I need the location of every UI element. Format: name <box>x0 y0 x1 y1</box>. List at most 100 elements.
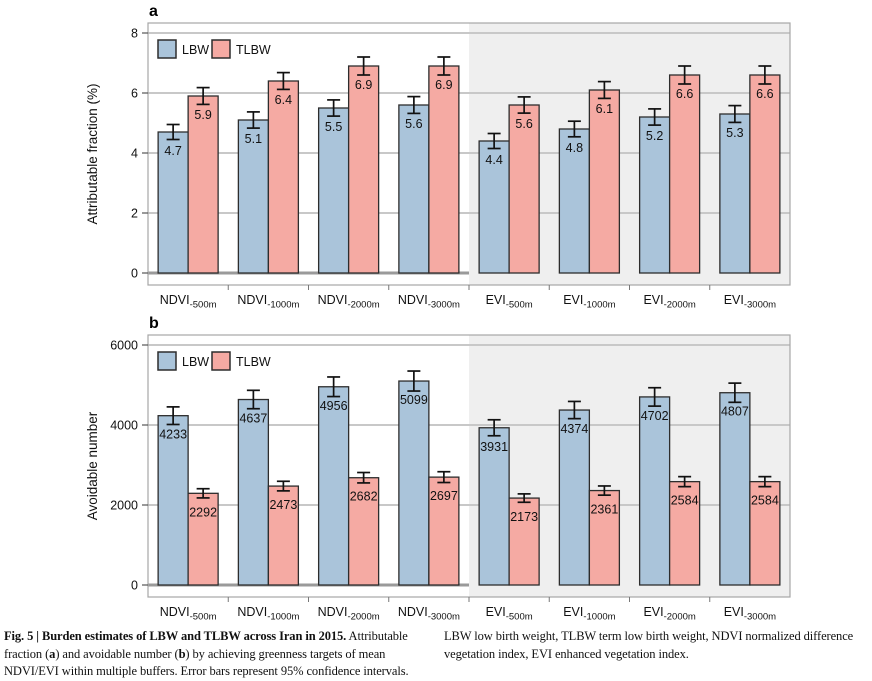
bar-value-label: 6.4 <box>275 93 292 107</box>
y-axis-tick-label: 4 <box>131 147 138 161</box>
bar-value-label: 4374 <box>560 422 588 436</box>
bar-value-label: 5099 <box>400 393 428 407</box>
bar-value-label: 2361 <box>590 503 618 517</box>
panel-b-avoidable-number-chart: 0 2000 4000 6000 4233 2292 NDVI-500m 4637 2473 ND… <box>0 312 872 624</box>
caption-text-line: LBW low birth weight, TLBW term low birt… <box>444 629 854 643</box>
error-bar <box>728 104 742 124</box>
y-axis-tick-label: 0 <box>131 267 138 281</box>
error-bar <box>487 418 501 437</box>
bar-tlbw <box>267 80 300 274</box>
error-bar <box>327 99 341 117</box>
bar-lbw <box>558 128 591 274</box>
caption-left-column: Fig. 5 | Burden estimates of LBW and TLB… <box>4 628 436 681</box>
bar-value-label: 4.7 <box>164 144 181 158</box>
error-bar <box>166 123 180 141</box>
caption-text-line: Fig. 5 | Burden estimates of LBW and TLB… <box>4 629 408 643</box>
bar-value-label: 6.1 <box>596 102 613 116</box>
bar-value-label: 6.9 <box>435 78 452 92</box>
x-category-label: NDVI-3000m <box>398 605 460 623</box>
panel-a-attributable-fraction-chart: 0 2 4 6 8 4.7 5.9 NDVI-500m 5.1 6.4 NDVI-1000m 5.5 6… <box>0 0 872 312</box>
bar-lbw <box>478 140 510 274</box>
error-bar <box>196 487 210 499</box>
x-category-label: EVI-500m <box>486 293 533 311</box>
bar-tlbw <box>347 477 380 586</box>
bar-lbw <box>638 396 671 586</box>
legend-swatch-tlbw <box>211 351 231 371</box>
x-category-label: EVI-1000m <box>563 605 615 623</box>
bar-value-label: 6.9 <box>355 78 372 92</box>
bar-lbw <box>719 113 751 274</box>
bar-value-label: 2697 <box>430 489 458 503</box>
bar-lbw <box>317 386 350 586</box>
error-bar <box>407 95 421 115</box>
legend: LBW TLBW <box>157 39 271 59</box>
x-category-label: NDVI-1000m <box>237 293 299 311</box>
y-axis-title: Avoidable number <box>85 411 100 520</box>
chart-svg-a: 0 2 4 6 8 4.7 5.9 NDVI-500m 5.1 6.4 NDVI-1000m 5.5 6… <box>85 3 791 311</box>
bar-tlbw <box>267 485 300 586</box>
error-bar <box>246 389 260 410</box>
x-category-label: EVI-3000m <box>724 605 776 623</box>
error-bar <box>648 108 662 126</box>
legend: LBW TLBW <box>157 351 271 371</box>
bar-tlbw <box>749 480 781 586</box>
error-bar <box>678 475 692 488</box>
legend-label-lbw: LBW <box>182 355 209 369</box>
error-bar <box>437 56 451 76</box>
legend-label-tlbw: TLBW <box>236 355 271 369</box>
bar-tlbw <box>187 95 219 274</box>
error-bar <box>357 56 371 76</box>
error-bar <box>678 65 692 85</box>
figure-caption: Fig. 5 | Burden estimates of LBW and TLB… <box>0 628 872 681</box>
bar-value-label: 4702 <box>641 409 669 423</box>
error-bar <box>276 480 290 492</box>
legend-swatch-lbw <box>157 351 177 371</box>
x-category-label: NDVI-500m <box>160 293 217 311</box>
y-axis-tick-label: 4000 <box>110 419 138 433</box>
bar-value-label: 4233 <box>159 428 187 442</box>
bar-value-label: 4.8 <box>566 141 583 155</box>
bar-tlbw <box>428 476 460 586</box>
error-bar <box>407 370 421 392</box>
caption-text-line: vegetation index, EVI enhanced vegetatio… <box>444 646 689 661</box>
bar-value-label: 5.2 <box>646 129 663 143</box>
legend-label-tlbw: TLBW <box>236 43 271 57</box>
x-category-label: NDVI-2000m <box>318 605 380 623</box>
bar-tlbw <box>668 480 701 586</box>
bar-tlbw <box>588 89 621 274</box>
error-bar <box>166 406 180 426</box>
bar-value-label: 4956 <box>320 399 348 413</box>
bar-value-label: 2473 <box>269 498 297 512</box>
x-category-label: NDVI-2000m <box>318 293 380 311</box>
bar-value-label: 3931 <box>480 440 508 454</box>
y-axis-tick-label: 2000 <box>110 499 138 513</box>
y-axis-tick-label: 8 <box>131 27 138 41</box>
x-category-label: EVI-500m <box>486 605 533 623</box>
bar-value-label: 2584 <box>671 494 699 508</box>
caption-text-line: NDVI/EVI within multiple buffers. Error … <box>4 664 409 678</box>
x-category-label: EVI-2000m <box>643 293 695 311</box>
y-axis-tick-label: 6000 <box>110 339 138 353</box>
bar-lbw <box>558 409 591 586</box>
legend-swatch-lbw <box>157 39 177 59</box>
error-bar <box>567 120 581 138</box>
caption-text-line: fraction (a) and avoidable number (b) by… <box>4 646 386 661</box>
panel-letter-label: b <box>149 315 159 332</box>
bar-value-label: 4807 <box>721 405 749 419</box>
error-bar <box>487 132 501 150</box>
bar-value-label: 4637 <box>239 412 267 426</box>
x-category-label: EVI-2000m <box>643 605 695 623</box>
bar-value-label: 5.6 <box>405 117 422 131</box>
error-bar <box>648 386 662 407</box>
bar-value-label: 4.4 <box>485 153 502 167</box>
error-bar <box>437 470 451 484</box>
bar-value-label: 5.6 <box>515 117 532 131</box>
bar-tlbw <box>428 65 460 274</box>
chart-svg-b: 0 2000 4000 6000 4233 2292 NDVI-500m 4637 2473 ND… <box>85 315 791 623</box>
error-bar <box>597 80 611 100</box>
error-bar <box>597 485 611 497</box>
error-bar <box>246 111 260 129</box>
bar-tlbw <box>588 489 621 586</box>
x-category-label: NDVI-3000m <box>398 293 460 311</box>
error-bar <box>728 382 742 404</box>
